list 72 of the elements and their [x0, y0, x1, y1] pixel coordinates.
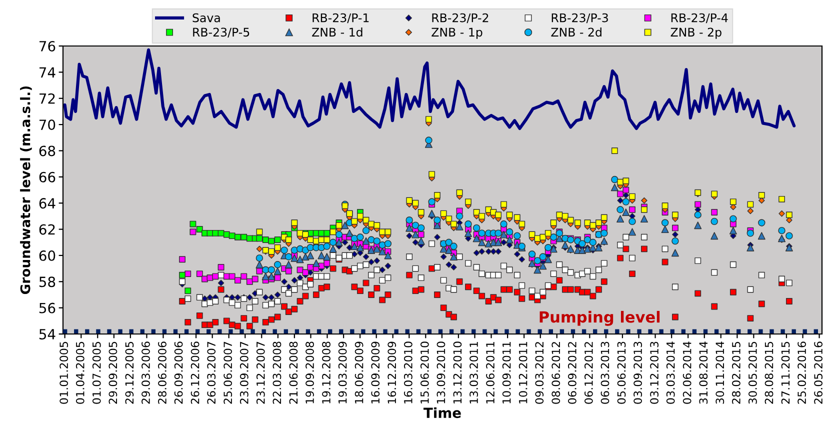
x-tick-label: 27.11.2015: [781, 342, 790, 404]
x-tick-label: 19.09.2008: [306, 342, 314, 404]
y-tick-label: 68: [39, 146, 56, 156]
x-tick-label: 06.03.2013: [600, 342, 610, 404]
x-tick-label: 19.12.2008: [322, 342, 330, 404]
x-tick-label: 03.03.2014: [666, 342, 675, 404]
x-tick-label: 16.12.2009: [388, 342, 396, 404]
y-axis-title: Groundwater level (m.a.s.l.): [20, 86, 32, 294]
x-tick-label: 26.05.2016: [814, 342, 823, 404]
legend-label: ZNB - 1p: [432, 28, 482, 39]
legend-label: ZNB - 1d: [312, 27, 362, 37]
x-tick-label: 26.03.2007: [207, 342, 216, 404]
x-tick-label: 09.03.2012: [535, 342, 544, 404]
x-tick-label: 30.05.2015: [748, 342, 757, 404]
y-tick-label: 66: [39, 172, 56, 182]
x-tick-label: 19.03.2009: [338, 342, 347, 404]
y-tick-label: 54: [39, 329, 56, 340]
y-tick-label: 70: [40, 120, 56, 130]
x-tick-label: 31.08.2014: [699, 342, 708, 404]
x-tick-label: 02.06.2014: [682, 342, 692, 404]
x-tick-label: 06.12.2012: [584, 342, 593, 404]
x-tick-label: 16.03.2010: [404, 342, 412, 404]
x-tick-label: 01.07.2005: [92, 342, 101, 404]
x-tick-label: 28.08.2015: [764, 342, 774, 404]
x-tick-label: 10.12.2011: [518, 342, 528, 404]
x-tick-label: 06.09.2012: [568, 342, 576, 404]
x-tick-label: 29.09.2005: [108, 342, 118, 404]
x-tick-label: 29.12.2005: [125, 342, 134, 404]
legend-label: ZNB - 2d: [551, 27, 602, 37]
x-tick-label: 16.09.2009: [371, 342, 380, 404]
x-tick-label: 08.06.2012: [552, 342, 560, 404]
x-tick-label: 28.06.2006: [158, 342, 166, 404]
x-tick-label: 28.02.2015: [732, 342, 740, 404]
x-tick-label: 13.09.2010: [436, 342, 446, 404]
x-tick-label: 12.06.2011: [486, 342, 494, 404]
x-tick-label: 03.12.2013: [650, 342, 658, 404]
legend-label: ZNB - 2p: [670, 28, 722, 39]
x-tick-label: 22.03.2008: [272, 342, 282, 404]
x-tick-label: 30.11.2014: [716, 342, 724, 404]
legend-label: RB-23/P-1: [312, 13, 369, 24]
x-tick-label: 26.12.2006: [190, 342, 200, 404]
y-tick-label: 56: [39, 302, 56, 314]
x-tick-label: 05.06.2013: [617, 342, 626, 404]
x-axis-title: Time: [424, 407, 461, 418]
y-tick-label: 64: [39, 198, 56, 209]
x-tick-label: 23.12.2007: [256, 342, 265, 404]
x-tick-label: 18.06.2009: [354, 342, 364, 404]
legend-label: RB-23/P-3: [552, 13, 608, 24]
x-tick-label: 26.09.2006: [174, 342, 183, 404]
legend-label: Sava: [192, 13, 220, 22]
x-tick-label: 13.03.2011: [470, 342, 478, 404]
legend-label: RB-23/P-4: [671, 13, 728, 24]
legend-label: RB-23/P-5: [193, 28, 250, 38]
x-tick-label: 25.02.2016: [798, 342, 806, 404]
y-tick-label: 62: [39, 224, 55, 235]
x-tick-label: 01.01.2005: [60, 342, 68, 404]
x-tick-label: 15.06.2010: [420, 342, 429, 404]
y-tick-label: 60: [39, 250, 56, 261]
y-tick-label: 58: [39, 276, 56, 288]
legend-label: RB-23/P-2: [432, 13, 488, 24]
x-tick-label: 29.03.2006: [142, 342, 150, 404]
ref-line-label: Pumping level: [540, 310, 660, 326]
y-tick-label: 76: [40, 40, 56, 52]
y-tick-label: 72: [40, 93, 55, 104]
x-tick-label: 13.12.2010: [453, 342, 462, 404]
x-tick-label: 10.09.2011: [502, 342, 511, 404]
x-tick-label: 03.09.2013: [634, 342, 642, 404]
x-tick-label: 21.06.2008: [289, 342, 298, 404]
y-tick-label: 74: [40, 67, 56, 78]
x-tick-label: 01.04.2005: [76, 342, 84, 404]
x-tick-label: 25.06.2007: [224, 342, 232, 404]
x-tick-label: 23.09.2007: [240, 342, 248, 404]
